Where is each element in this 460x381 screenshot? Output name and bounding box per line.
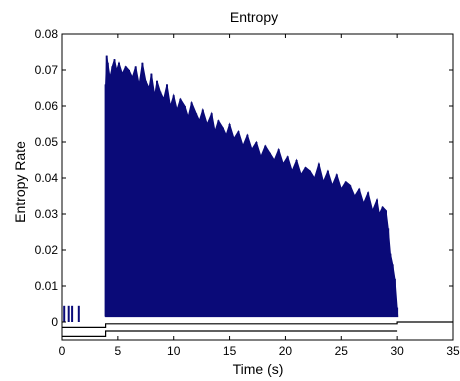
x-tick-label: 20 [279, 344, 293, 358]
chart-title: Entropy [230, 9, 278, 25]
x-tick-label: 10 [167, 344, 181, 358]
x-tick-label: 30 [390, 344, 404, 358]
plot-frame [61, 33, 454, 341]
y-tick-label: 0.04 [35, 171, 59, 185]
y-tick-label: 0.08 [35, 27, 59, 41]
x-tick-label: 25 [335, 344, 349, 358]
y-tick-label: 0.02 [35, 243, 59, 257]
y-tick-label: 0.03 [35, 207, 59, 221]
baseline-step-line [62, 321, 453, 328]
y-tick-label: 0 [51, 315, 58, 329]
y-tick-label: 0.01 [35, 279, 59, 293]
y-axis-label: Entropy Rate [12, 141, 28, 223]
x-tick-label: 15 [223, 344, 237, 358]
y-tick-label: 0.06 [35, 99, 59, 113]
x-tick-label: 0 [59, 344, 66, 358]
x-tick-label: 5 [115, 344, 122, 358]
x-tick-label: 35 [446, 344, 460, 358]
x-axis-label: Time (s) [233, 361, 284, 377]
lower-step-line [62, 330, 398, 337]
y-tick-label: 0.07 [35, 63, 59, 77]
y-tick-label: 0.05 [35, 135, 59, 149]
